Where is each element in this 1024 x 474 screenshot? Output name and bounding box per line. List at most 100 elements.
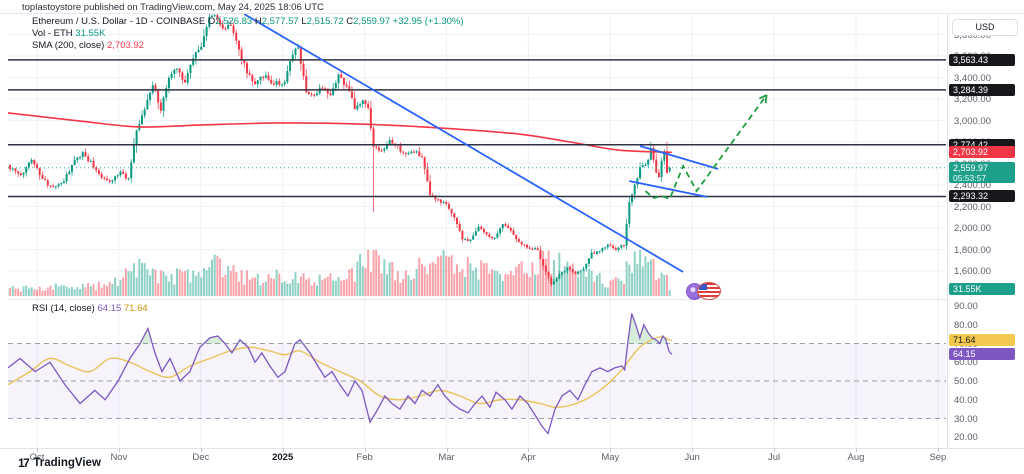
volume-bar bbox=[278, 273, 281, 296]
candle-body bbox=[534, 248, 537, 250]
time-axis-label-apr: Apr bbox=[520, 452, 536, 463]
candle-body bbox=[103, 177, 106, 179]
sma-indicator-label[interactable]: SMA (200, close) bbox=[32, 40, 105, 51]
candle-body bbox=[571, 269, 574, 273]
candle-body bbox=[116, 175, 119, 177]
candle-body bbox=[237, 40, 240, 50]
projection-path[interactable] bbox=[644, 94, 768, 201]
volume-bar bbox=[528, 276, 531, 296]
volume-bar bbox=[170, 274, 173, 296]
volume-bar bbox=[264, 281, 267, 296]
price-pane[interactable] bbox=[6, 3, 672, 296]
symbol-meta[interactable]: - 1D - COINBASE bbox=[129, 16, 206, 27]
candle-body bbox=[38, 167, 41, 176]
volume-bar bbox=[426, 274, 429, 296]
currency-button[interactable]: USD bbox=[952, 19, 1018, 36]
time-tick bbox=[200, 448, 202, 452]
volume-bar bbox=[326, 276, 329, 296]
candle-body bbox=[143, 109, 146, 116]
candle-body bbox=[547, 271, 550, 278]
volume-bar bbox=[76, 287, 79, 296]
price-axis[interactable]: USD 3,800.003,600.003,400.003,200.003,00… bbox=[948, 14, 1024, 448]
volume-bar bbox=[79, 289, 82, 296]
volume-bar bbox=[213, 254, 216, 296]
price-level-badge: 3,563.43 bbox=[949, 53, 1015, 66]
rsi-tick-label: 50.00 bbox=[954, 376, 978, 387]
volume-bar bbox=[205, 270, 208, 296]
price-tick-label: 2,400.00 bbox=[954, 180, 991, 191]
candle-body bbox=[437, 199, 440, 201]
candle-body bbox=[251, 75, 254, 82]
volume-bar bbox=[165, 275, 168, 296]
time-tick bbox=[774, 448, 776, 452]
candle-body bbox=[598, 250, 601, 252]
volume-bar bbox=[641, 266, 644, 296]
emoji-sticker-us-flag[interactable] bbox=[697, 282, 721, 300]
volume-bar bbox=[167, 281, 170, 296]
candle-body bbox=[22, 172, 25, 176]
candles bbox=[8, 14, 671, 287]
candle-body bbox=[68, 171, 71, 175]
candle-body bbox=[517, 239, 520, 242]
candle-body bbox=[181, 72, 184, 80]
volume-bar bbox=[237, 281, 240, 296]
time-axis-label-aug: Aug bbox=[847, 452, 865, 463]
volume-value: 31.55K bbox=[75, 28, 106, 39]
volume-bar bbox=[57, 286, 60, 296]
volume-label[interactable]: Vol - ETH bbox=[32, 28, 73, 39]
rsi-tick-label: 60.00 bbox=[954, 357, 978, 369]
candle-body bbox=[8, 165, 9, 167]
candle-body bbox=[404, 152, 407, 154]
candle-body bbox=[496, 233, 499, 238]
sma-200-line[interactable] bbox=[8, 112, 672, 154]
time-tick bbox=[528, 448, 530, 452]
volume-bar bbox=[73, 289, 76, 296]
trendline-flag-upper[interactable] bbox=[639, 145, 719, 170]
volume-bar bbox=[313, 282, 316, 296]
candle-body bbox=[644, 164, 647, 166]
candle-body bbox=[491, 236, 493, 239]
candle-body bbox=[281, 84, 283, 86]
candle-body bbox=[480, 226, 483, 229]
volume-bar bbox=[439, 255, 442, 296]
rsi-indicator-label[interactable]: RSI (14, close) bbox=[32, 303, 95, 314]
candle-body bbox=[294, 48, 297, 55]
symbol-title[interactable]: Ethereum / U.S. Dollar bbox=[32, 16, 128, 27]
time-axis[interactable]: Oct Nov Dec 2025 Feb Mar Apr May Jun Jul Aug Sep bbox=[0, 448, 1024, 467]
volume-bar bbox=[531, 262, 534, 296]
ohlc-high-value: 2,577.57 bbox=[261, 16, 299, 27]
trendline-flag-lower[interactable] bbox=[629, 180, 708, 198]
volume-bar bbox=[299, 276, 302, 296]
volume-bar bbox=[577, 276, 580, 296]
volume-bar bbox=[367, 250, 370, 296]
candle-body bbox=[351, 91, 353, 99]
volume-bar bbox=[356, 261, 359, 296]
volume-bar bbox=[353, 281, 356, 296]
candle-body bbox=[604, 247, 607, 249]
volume-bar bbox=[628, 264, 631, 296]
candle-body bbox=[636, 178, 639, 185]
volume-bar bbox=[272, 278, 275, 296]
time-tick bbox=[856, 448, 857, 452]
time-tick bbox=[446, 448, 448, 452]
candle-body bbox=[367, 103, 370, 109]
candle-body bbox=[620, 245, 623, 248]
rsi-ma-line[interactable] bbox=[8, 336, 673, 409]
volume-bar bbox=[391, 261, 394, 296]
candle-body bbox=[100, 173, 103, 178]
candle-body bbox=[612, 245, 615, 249]
candle-body bbox=[361, 100, 364, 105]
trendline-main-downtrend[interactable] bbox=[243, 14, 684, 273]
tradingview-logo[interactable]: 17 TradingView bbox=[18, 456, 101, 470]
candle-body bbox=[73, 160, 76, 166]
projection-arrowhead bbox=[764, 94, 768, 104]
rsi-pane[interactable] bbox=[8, 343, 946, 419]
time-axis-label-dec: Dec bbox=[192, 452, 210, 463]
volume-bar bbox=[423, 266, 426, 296]
rsi-line[interactable] bbox=[8, 313, 673, 435]
candle-body bbox=[329, 93, 332, 96]
candle-body bbox=[453, 213, 456, 218]
candle-body bbox=[466, 239, 469, 242]
volume-bar bbox=[469, 263, 472, 296]
